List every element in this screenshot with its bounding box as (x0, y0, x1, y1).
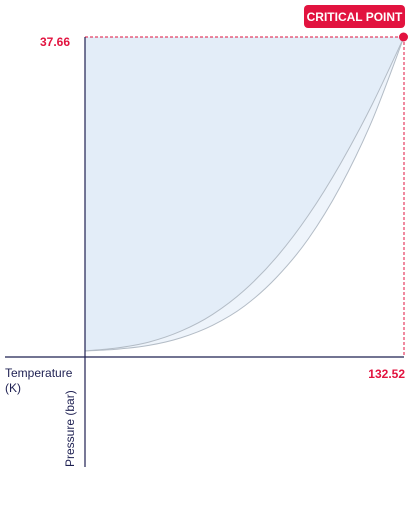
critical-pressure-value-label: 37.66 (40, 35, 70, 49)
critical-temperature-value-label: 132.52 (368, 367, 405, 381)
x-axis-title-line-1: Temperature (5, 366, 73, 380)
coexistence-curve-1 (84, 36, 405, 352)
critical-point-badge-label: CRITICAL POINT (307, 10, 403, 24)
y-axis-title: Pressure (bar) (63, 390, 77, 467)
phase-region-main (85, 37, 404, 351)
critical-point-marker (399, 32, 408, 42)
chart-curves (84, 36, 405, 352)
critical-point-badge-background (304, 5, 405, 28)
x-axis-title: Temperature (K) (5, 366, 76, 395)
chart-areas (85, 37, 404, 351)
critical-point-badge: CRITICAL POINT (304, 5, 405, 28)
x-axis-title-line-2: (K) (5, 381, 21, 395)
coexistence-curve-2 (84, 36, 405, 352)
